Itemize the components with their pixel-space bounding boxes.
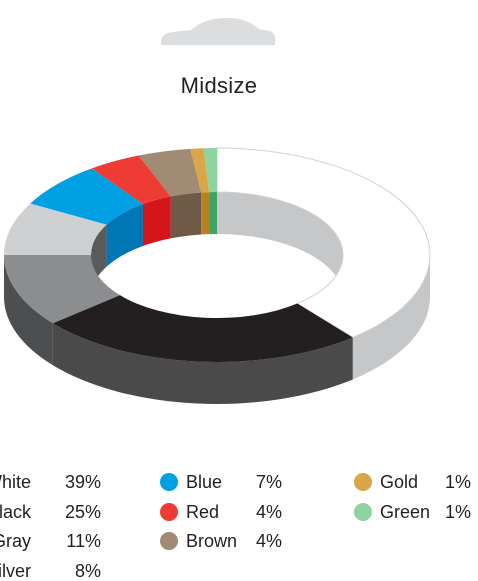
legend-label: Black: [0, 501, 31, 522]
legend-item-black: Black 25%: [0, 502, 101, 522]
legend-value: 7%: [256, 472, 283, 492]
slice-white: [216, 147, 431, 339]
legend-label: Green: [380, 501, 431, 522]
slice-red: [91, 155, 171, 205]
slice-green: [203, 148, 217, 193]
slice-black: [52, 295, 353, 363]
car-icon: [161, 18, 276, 45]
slice-white-inner-wall: [217, 192, 343, 297]
slice-gold: [190, 148, 210, 193]
legend-label: Blue: [186, 472, 223, 492]
slice-gold-inner-wall: [201, 192, 210, 235]
legend-value: 1%: [445, 472, 472, 492]
legend-value: 8%: [74, 560, 101, 581]
legend-swatch-green: [354, 502, 372, 521]
legend-item-white: White 39%: [0, 472, 101, 492]
legend-swatch-blue: [160, 473, 178, 491]
legend-value: 39%: [64, 472, 101, 492]
legend-item-green: Green 1%: [0, 502, 478, 522]
legend-value: 1%: [445, 501, 472, 522]
slice-white-side: [352, 255, 430, 380]
legend-label: Brown: [186, 531, 238, 551]
slice-silver: [4, 203, 107, 255]
legend-swatch-red: [160, 502, 178, 521]
slice-blue-inner-wall: [106, 204, 143, 267]
legend-swatch-brown: [160, 532, 178, 550]
legend-label: Gold: [380, 472, 419, 492]
legend-value: 4%: [256, 501, 283, 522]
slice-gray: [4, 255, 120, 324]
slice-blue: [30, 168, 143, 225]
slice-black-side: [52, 323, 353, 404]
legend-item-gray: Gray 11%: [0, 531, 101, 551]
legend-item-silver: Silver 8%: [0, 561, 101, 581]
legend-item-brown: Brown 4%: [0, 531, 478, 551]
slice-silver-inner-wall: [91, 224, 107, 297]
legend-label: White: [0, 472, 31, 492]
legend-item-red: Red 4%: [0, 502, 478, 522]
legend-item-blue: Blue 7%: [0, 472, 478, 492]
legend-item-gold: Gold 1%: [0, 472, 478, 492]
slice-gray-side: [4, 255, 53, 366]
legend-label: Silver: [0, 560, 31, 581]
legend-swatch-gold: [354, 473, 372, 491]
legend-value: 25%: [64, 501, 101, 522]
legend-value: 11%: [66, 531, 101, 551]
slice-brown: [138, 148, 202, 197]
chart-title: Midsize: [180, 73, 258, 98]
legend-value: 4%: [256, 531, 283, 551]
legend-label: Red: [186, 501, 220, 522]
slice-red-inner-wall: [142, 196, 171, 247]
slice-brown-inner-wall: [170, 192, 202, 239]
legend-label: Gray: [0, 531, 31, 551]
slice-green-inner-wall: [209, 192, 217, 235]
